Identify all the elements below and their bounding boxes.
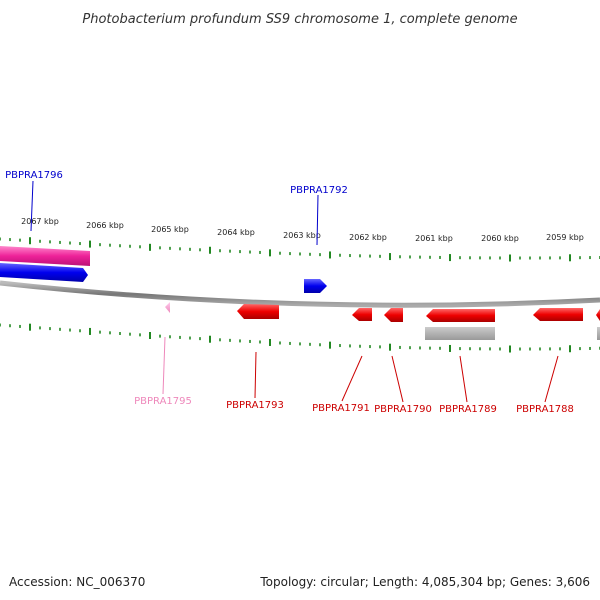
label-pbpra1788[interactable]: PBPRA1788 (516, 404, 574, 415)
grey-feature-bar-edge (597, 327, 600, 340)
kbp-label-2059: 2059 kbp (546, 233, 584, 242)
label-pbpra1792[interactable]: PBPRA1792 (290, 185, 348, 196)
leader-pbpra1788 (544, 355, 559, 403)
gene-pbpra1795-arrow[interactable] (165, 302, 170, 313)
kbp-label-2064: 2064 kbp (217, 228, 255, 237)
gene-labels: PBPRA1796 PBPRA1792 PBPRA1795 PBPRA1793 … (5, 170, 574, 415)
label-pbpra1790[interactable]: PBPRA1790 (374, 404, 432, 415)
forward-strand-genes (0, 246, 327, 293)
kbp-label-2060: 2060 kbp (481, 234, 519, 243)
gene-pbpra1796-arrow[interactable] (0, 263, 88, 282)
outer-scale-ticks (0, 237, 600, 262)
gene-pbpra1788-arrow[interactable] (533, 308, 583, 321)
kbp-label-2066: 2066 kbp (86, 221, 124, 230)
label-pbpra1793[interactable]: PBPRA1793 (226, 400, 284, 411)
kbp-tick-labels: 2067 kbp 2066 kbp 2065 kbp 2064 kbp 2063… (21, 217, 584, 243)
inner-scale-ticks (0, 323, 600, 353)
gene-pbpra1792-arrow[interactable] (304, 279, 327, 293)
leader-pbpra1796 (30, 180, 34, 232)
gene-pbpra1789-arrow[interactable] (426, 309, 495, 322)
leader-pbpra1791 (341, 355, 363, 402)
leader-pbpra1795 (162, 336, 166, 395)
kbp-label-2065: 2065 kbp (151, 225, 189, 234)
gene-edge-arrow[interactable] (596, 309, 600, 321)
genome-summary-text: Topology: circular; Length: 4,085,304 bp… (259, 575, 590, 589)
kbp-label-2067: 2067 kbp (21, 217, 59, 226)
leader-pbpra1790 (391, 355, 404, 403)
gene-pbpra1796-pink-bar[interactable] (0, 246, 90, 266)
gene-pbpra1793-arrow[interactable] (237, 304, 279, 319)
leader-pbpra1793 (254, 351, 257, 399)
kbp-label-2062: 2062 kbp (349, 233, 387, 242)
label-pbpra1789[interactable]: PBPRA1789 (439, 404, 497, 415)
leader-pbpra1789 (459, 355, 468, 403)
grey-feature-bar (425, 327, 495, 340)
accession-text: Accession: NC_006370 (9, 575, 145, 589)
gene-pbpra1791-arrow[interactable] (352, 308, 372, 321)
kbp-label-2063: 2063 kbp (283, 231, 321, 240)
label-pbpra1791[interactable]: PBPRA1791 (312, 403, 370, 414)
map-title: Photobacterium profundum SS9 chromosome … (82, 12, 517, 27)
label-pbpra1796[interactable]: PBPRA1796 (5, 170, 63, 181)
chromosome-backbone (0, 280, 600, 308)
gene-pbpra1790-arrow[interactable] (384, 308, 403, 322)
label-pbpra1795[interactable]: PBPRA1795 (134, 396, 192, 407)
leader-pbpra1792 (316, 194, 319, 246)
kbp-label-2061: 2061 kbp (415, 234, 453, 243)
reverse-strand-genes (165, 302, 600, 340)
